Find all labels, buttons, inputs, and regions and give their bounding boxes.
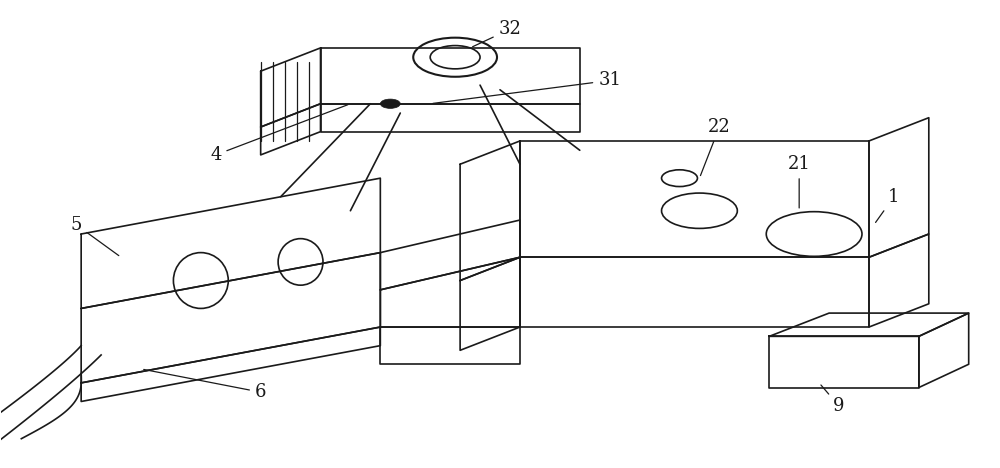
Text: 31: 31 <box>433 72 621 103</box>
Text: 9: 9 <box>821 385 845 415</box>
Text: 4: 4 <box>210 105 348 164</box>
Text: 6: 6 <box>144 369 266 401</box>
Text: 22: 22 <box>700 118 731 176</box>
Circle shape <box>380 99 400 109</box>
Text: 1: 1 <box>876 188 900 222</box>
Text: 5: 5 <box>70 216 119 256</box>
Text: 21: 21 <box>788 155 811 208</box>
Text: 32: 32 <box>473 20 521 47</box>
